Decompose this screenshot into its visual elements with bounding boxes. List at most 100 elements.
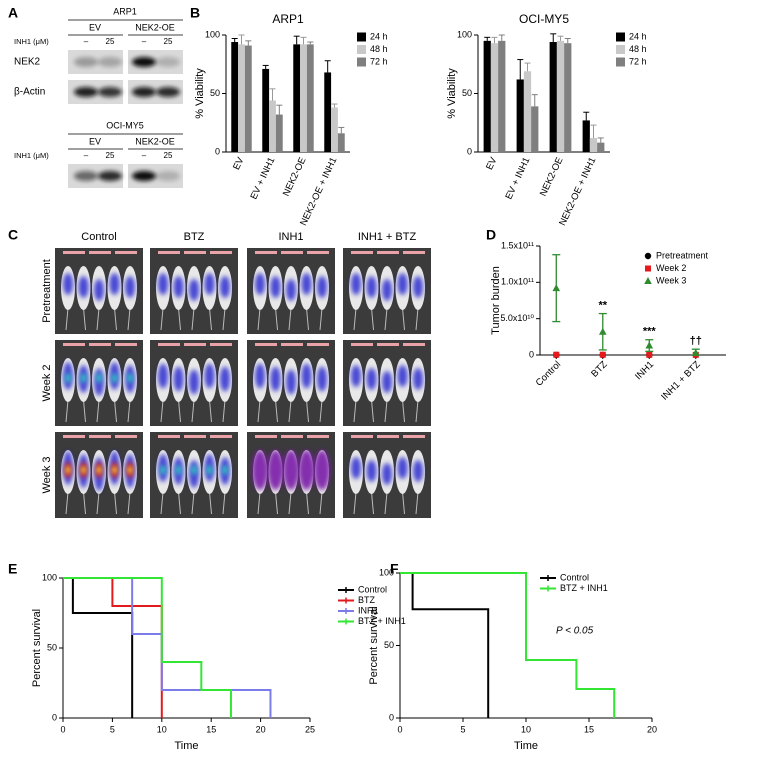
legend-label: 24 h bbox=[370, 31, 388, 41]
signal bbox=[128, 467, 132, 473]
signal bbox=[109, 273, 120, 295]
mouse-tail bbox=[160, 307, 164, 331]
image-header bbox=[255, 435, 277, 438]
bar bbox=[523, 71, 532, 152]
mouse-tail bbox=[83, 399, 86, 423]
signal bbox=[125, 276, 135, 298]
blot-band bbox=[98, 171, 122, 181]
signal bbox=[267, 450, 284, 490]
mouse-tail bbox=[415, 399, 419, 423]
x-tick-label: INH1 bbox=[633, 359, 656, 382]
y-axis-label: % Viability bbox=[446, 68, 458, 119]
legend-swatch bbox=[357, 32, 366, 42]
blot-row-label: NEK2 bbox=[14, 57, 41, 68]
image-header bbox=[403, 343, 425, 346]
panel-label: D bbox=[486, 227, 496, 243]
signal bbox=[63, 273, 73, 295]
mouse-tail bbox=[178, 491, 181, 515]
row-label: Week 2 bbox=[41, 364, 53, 401]
mouse-tail bbox=[114, 399, 117, 423]
signal bbox=[382, 279, 392, 301]
chart-title: OCI-MY5 bbox=[519, 12, 569, 26]
legend-marker bbox=[644, 252, 652, 260]
blot-band bbox=[132, 57, 156, 67]
image-header bbox=[307, 343, 329, 346]
column-label: INH1 bbox=[278, 231, 303, 243]
image-header bbox=[63, 343, 85, 346]
x-tick-label: Control bbox=[534, 359, 563, 388]
image-header bbox=[403, 435, 425, 438]
signal bbox=[255, 363, 265, 389]
mouse-tail bbox=[96, 399, 100, 423]
bar bbox=[300, 44, 307, 152]
dose-label: – bbox=[142, 37, 147, 46]
bar bbox=[483, 40, 491, 152]
mouse-image bbox=[343, 340, 431, 426]
signal bbox=[206, 465, 213, 475]
survival-line bbox=[63, 577, 163, 718]
image-header bbox=[307, 251, 329, 254]
mouse-tail bbox=[288, 491, 292, 515]
y-tick-label: 0 bbox=[215, 146, 220, 156]
bar bbox=[597, 142, 605, 152]
signal bbox=[413, 460, 423, 482]
signal bbox=[314, 450, 330, 490]
column-label: BTZ bbox=[184, 231, 205, 243]
bar bbox=[589, 137, 598, 152]
image-header bbox=[377, 251, 399, 254]
mouse-image bbox=[150, 340, 238, 426]
x-tick-label: 10 bbox=[157, 724, 167, 734]
bar bbox=[582, 120, 590, 152]
mouse-tail bbox=[127, 491, 131, 515]
legend-label: Control bbox=[560, 572, 589, 582]
bar bbox=[337, 133, 345, 152]
signal bbox=[191, 465, 197, 475]
panel-label: E bbox=[8, 561, 17, 577]
signal bbox=[397, 365, 408, 387]
image-header bbox=[115, 251, 137, 254]
mouse-tail bbox=[306, 491, 309, 515]
y-axis-label: Percent survival bbox=[368, 606, 380, 684]
legend-label: BTZ bbox=[358, 595, 376, 605]
legend-label: Pretreatment bbox=[656, 250, 709, 260]
bar bbox=[269, 100, 276, 152]
mouse-tail bbox=[191, 307, 195, 331]
y-tick-label: 1.5x10¹¹ bbox=[501, 240, 534, 250]
point bbox=[599, 351, 606, 358]
panel-label: B bbox=[190, 5, 200, 21]
bar bbox=[324, 72, 332, 152]
mouse-tail bbox=[319, 491, 323, 515]
signal bbox=[96, 373, 102, 383]
image-header bbox=[158, 435, 180, 438]
point bbox=[553, 351, 560, 358]
mouse-image bbox=[247, 432, 335, 518]
signal bbox=[413, 276, 423, 298]
mouse-tail bbox=[384, 491, 388, 515]
x-tick-label: NEK2-OE + INH1 bbox=[557, 156, 598, 228]
signal bbox=[158, 363, 168, 389]
legend-marker bbox=[644, 277, 652, 284]
x-axis-label: Time bbox=[514, 740, 538, 752]
signal bbox=[382, 371, 392, 393]
survival-line bbox=[63, 577, 272, 718]
x-axis-label: Time bbox=[174, 740, 198, 752]
bar bbox=[531, 106, 539, 152]
legend-label: INH1 bbox=[358, 605, 379, 615]
y-axis-label: Tumor burden bbox=[490, 266, 502, 335]
signal bbox=[351, 365, 361, 387]
blot-group: EV bbox=[89, 22, 101, 32]
signal bbox=[220, 366, 230, 392]
mouse-tail bbox=[209, 307, 212, 331]
signal bbox=[351, 457, 361, 479]
dose-label: – bbox=[84, 151, 89, 160]
survival-line bbox=[400, 572, 616, 718]
point bbox=[646, 351, 653, 358]
signal bbox=[65, 373, 71, 383]
mouse-tail bbox=[127, 399, 131, 423]
signal bbox=[173, 276, 184, 298]
image-header bbox=[403, 251, 425, 254]
mouse-tail bbox=[402, 307, 405, 331]
signal bbox=[270, 366, 281, 392]
mouse-tail bbox=[306, 399, 309, 423]
bar bbox=[556, 40, 565, 152]
